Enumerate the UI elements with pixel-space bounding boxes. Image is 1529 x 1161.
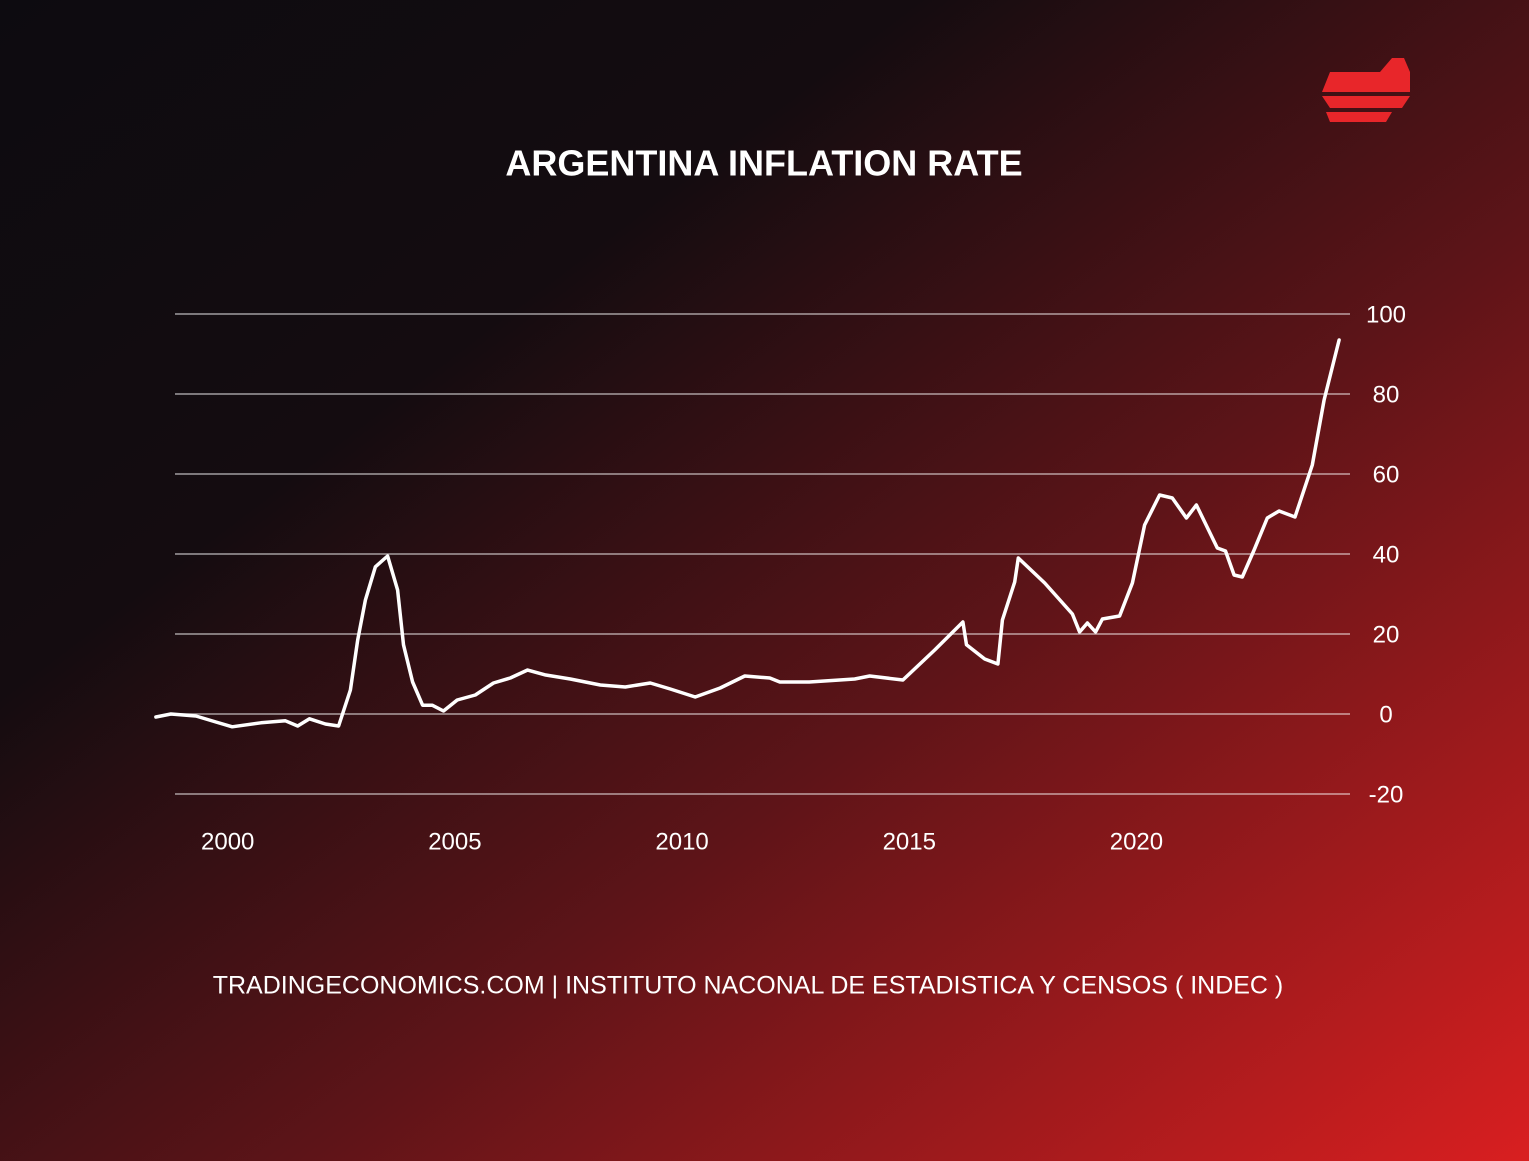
x-tick-label: 2020	[1110, 828, 1163, 855]
source-note: TRADINGECONOMICS.COM | INSTITUTO NACONAL…	[213, 972, 1284, 1000]
x-tick-label: 2005	[428, 828, 481, 855]
y-tick-label: 20	[1373, 621, 1400, 648]
series-line	[154, 338, 1341, 729]
logo	[1322, 58, 1410, 122]
y-tick-label: 100	[1366, 301, 1406, 328]
y-tick-label: -20	[1369, 781, 1404, 808]
y-tick-label: 60	[1373, 461, 1400, 488]
x-tick-label: 2000	[201, 828, 254, 855]
x-tick-label: 2015	[883, 828, 936, 855]
y-tick-label: 40	[1373, 541, 1400, 568]
y-tick-label: 0	[1379, 701, 1392, 728]
y-tick-label: 80	[1373, 381, 1400, 408]
chart-title: ARGENTINA INFLATION RATE	[505, 143, 1022, 184]
x-tick-label: 2010	[655, 828, 708, 855]
